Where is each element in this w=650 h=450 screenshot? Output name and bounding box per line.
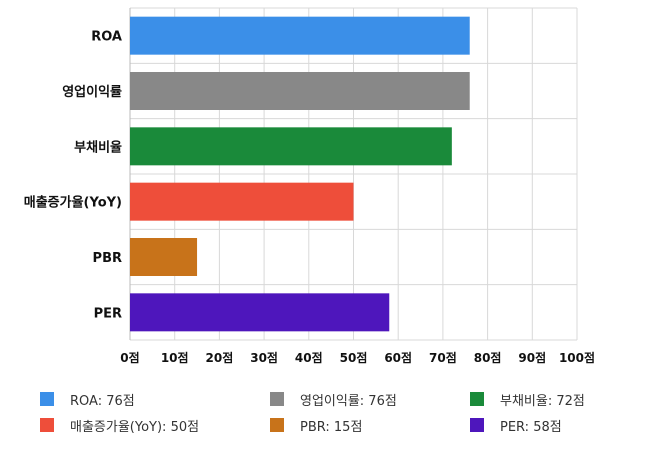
legend-swatch (470, 392, 484, 406)
legend-item-sales-growth[interactable]: 매출증가율(YoY): 50점 (40, 416, 270, 435)
x-tick-label: 10점 (161, 350, 189, 365)
bar[interactable] (130, 16, 470, 55)
legend-swatch (270, 392, 284, 406)
legend-label: 매출증가율(YoY): 50점 (70, 419, 200, 435)
bar[interactable] (130, 293, 390, 332)
legend-swatch (270, 418, 284, 432)
legend-label: PER: 58점 (500, 419, 562, 435)
legend-label: 부채비율: 72점 (500, 393, 585, 409)
legend-swatch (40, 418, 54, 432)
x-tick-label: 20점 (206, 350, 234, 365)
legend-item-pbr[interactable]: PBR: 15점 (270, 416, 470, 435)
x-tick-label: 100점 (559, 350, 595, 365)
legend-swatch (470, 418, 484, 432)
category-label: ROA (91, 30, 122, 45)
legend: ROA: 76점 영업이익률: 76점 부채비율: 72점 매출증가율(YoY)… (40, 390, 640, 435)
category-label: 영업이익률 (62, 84, 122, 100)
category-label: 부채비율 (74, 139, 122, 155)
x-tick-label: 90점 (518, 350, 546, 365)
x-tick-label: 30점 (250, 350, 278, 365)
legend-label: PBR: 15점 (300, 419, 363, 435)
legend-swatch (40, 392, 54, 406)
x-tick-label: 0점 (120, 350, 139, 365)
category-label: PBR (93, 251, 122, 266)
category-label: 매출증가율(YoY) (24, 195, 122, 211)
x-tick-label: 80점 (474, 350, 502, 365)
x-axis-ticks: 0점 10점 20점 30점 40점 50점 60점 70점 80점 90점 100점 (120, 350, 595, 365)
legend-item-roa[interactable]: ROA: 76점 (40, 390, 270, 409)
legend-item-operating-margin[interactable]: 영업이익률: 76점 (270, 390, 470, 409)
legend-label: 영업이익률: 76점 (300, 393, 397, 409)
legend-item-per[interactable]: PER: 58점 (470, 416, 640, 435)
bar[interactable] (130, 238, 198, 276)
x-tick-label: 60점 (384, 350, 412, 365)
x-tick-label: 70점 (429, 350, 457, 365)
x-tick-label: 40점 (295, 350, 323, 365)
grid (129, 7, 578, 341)
legend-item-debt-ratio[interactable]: 부채비율: 72점 (470, 390, 640, 409)
x-tick-label: 50점 (340, 350, 368, 365)
bars (130, 16, 470, 332)
bar[interactable] (130, 127, 452, 166)
bar[interactable] (130, 182, 354, 221)
bar[interactable] (130, 72, 470, 110)
category-label: PER (94, 306, 122, 321)
legend-label: ROA: 76점 (70, 393, 135, 409)
